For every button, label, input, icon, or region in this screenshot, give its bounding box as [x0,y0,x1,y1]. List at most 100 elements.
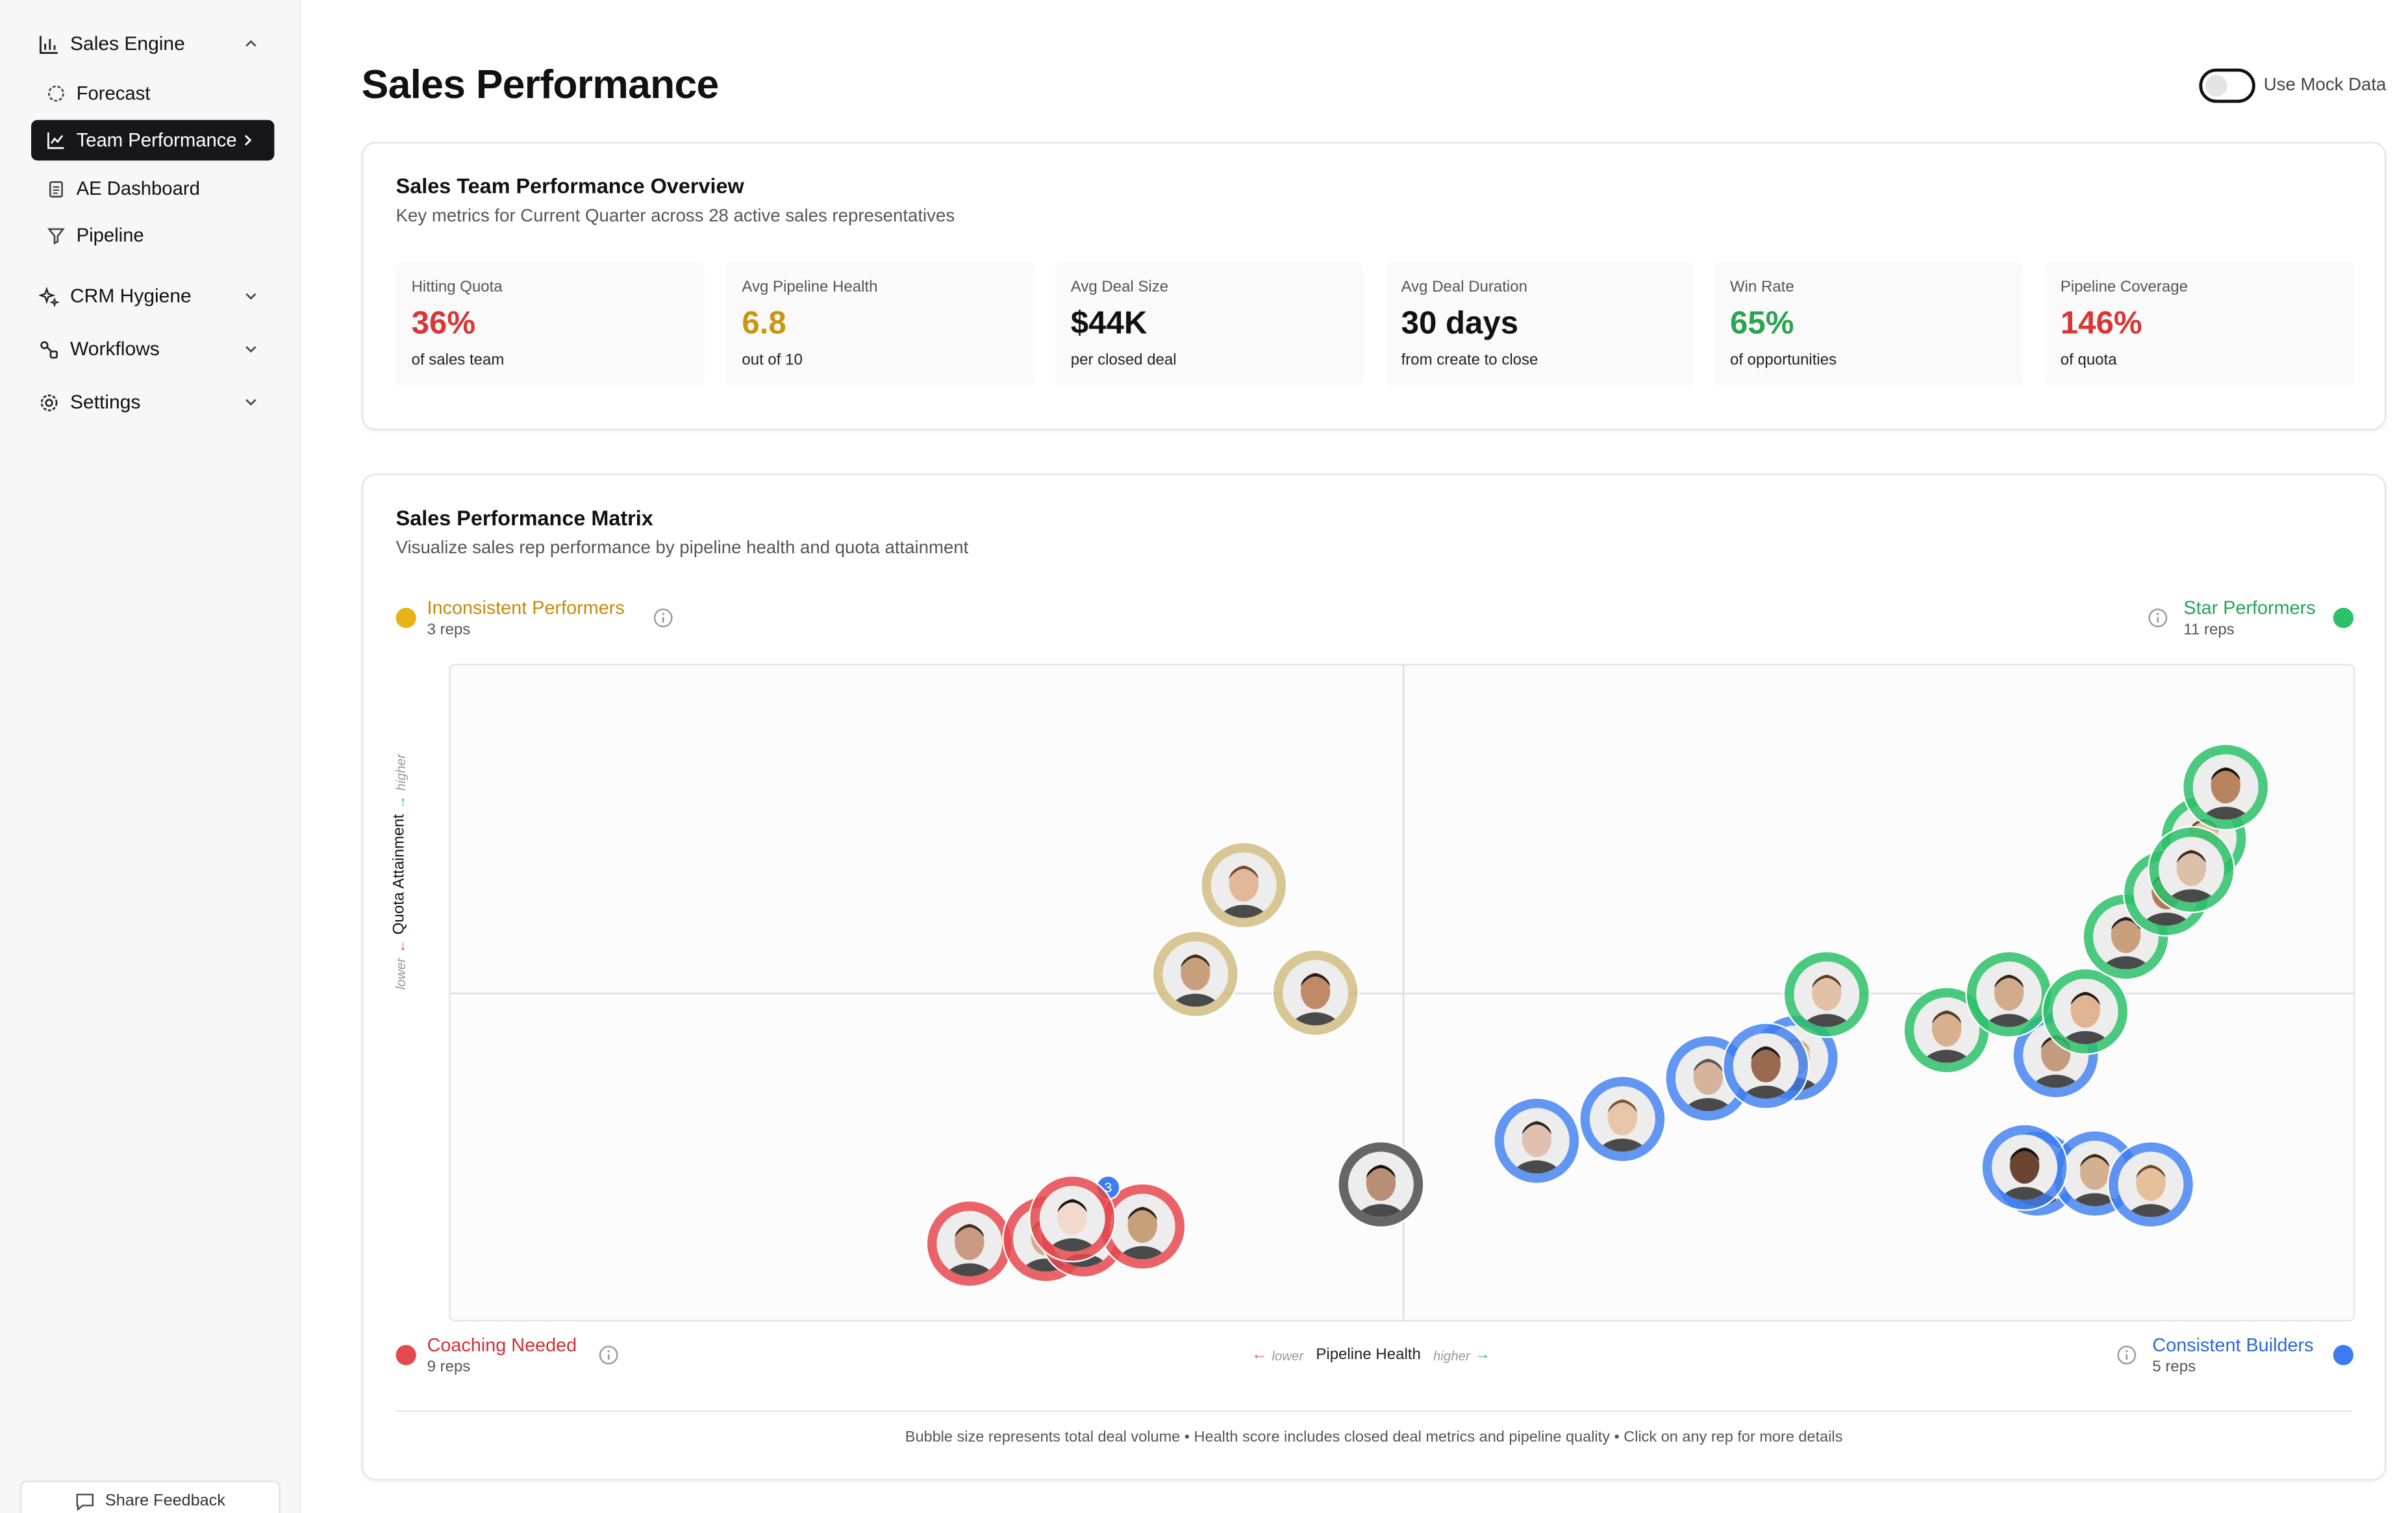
rep-bubble[interactable] [1153,932,1238,1017]
rep-bubble[interactable] [1201,844,1286,928]
rep-avatar [1162,942,1229,1008]
rep-avatar [2192,755,2258,821]
rep-avatar [1914,997,1980,1063]
quadrant-label-coaching[interactable]: Coaching Needed 9 reps [427,1334,577,1376]
divider [395,1410,2352,1412]
quadrant-count: 9 reps [427,1358,471,1377]
toggle-knob [2205,75,2228,97]
quadrant-name: Coaching Needed [427,1334,577,1356]
y-axis-lower: lower [392,958,408,990]
metric-card: Avg Deal Duration 30 days from create to c… [1385,262,1694,387]
rep-avatar [2053,979,2119,1044]
metric-label: Avg Deal Duration [1401,279,1527,297]
nav-group-sales-engine[interactable]: Sales Engine [31,27,268,61]
rep-bubble[interactable] [1029,1177,1114,1262]
page-title: Sales Performance [361,60,719,108]
rep-avatar [936,1211,1002,1277]
performance-matrix-plot: 3 [449,664,2355,1322]
sidebar-item-pipeline[interactable]: Pipeline [31,215,274,255]
rep-avatar [1977,961,2042,1027]
nav-group-workflows[interactable]: Workflows [31,332,268,366]
y-axis-title: Quota Attainment [391,814,408,935]
nav-group-settings[interactable]: Settings [31,385,268,419]
rep-avatar [2118,1152,2184,1218]
y-axis-higher: higher [392,754,408,791]
x-axis-label: ← lower Pipeline Health higher → [1251,1347,1490,1364]
star-dot [2333,608,2354,629]
arrow-right-icon: → [1474,1346,1490,1364]
info-icon[interactable] [653,608,673,628]
matrix-subtitle: Visualize sales rep performance by pipel… [395,539,969,558]
sidebar-item-team-performance[interactable]: Team Performance [31,119,275,161]
matrix-footnote: Bubble size represents total deal volume… [905,1429,1843,1447]
rep-avatar [1504,1107,1570,1173]
rep-avatar [2093,903,2159,969]
quadrant-name: Star Performers [2183,597,2316,619]
rep-bubble[interactable] [1785,952,1869,1037]
chevron-down-icon [243,288,258,304]
chevron-up-icon [243,36,258,51]
chevron-down-icon [243,342,258,357]
quadrant-label-inconsistent[interactable]: Inconsistent Performers 3 reps [427,597,625,639]
matrix-title: Sales Performance Matrix [395,506,653,531]
quadrant-count: 11 reps [2183,621,2235,640]
rep-bubble[interactable] [1338,1143,1423,1227]
info-icon[interactable] [599,1345,619,1365]
rep-bubble[interactable] [2083,894,2168,979]
rep-bubble[interactable] [2108,1143,2193,1227]
metric-card: Win Rate 65% of opportunities [1714,262,2024,387]
info-icon[interactable] [2116,1345,2137,1365]
rep-bubble[interactable] [1100,1183,1185,1268]
nav-group-label: CRM Hygiene [70,285,192,307]
rep-bubble[interactable] [1494,1098,1579,1182]
quadrant-label-consistent[interactable]: Consistent Builders 5 reps [2152,1334,2313,1376]
mock-data-toggle[interactable] [2200,68,2256,103]
nav-group-crm-hygiene[interactable]: CRM Hygiene [31,279,268,314]
rep-avatar [1283,960,1349,1026]
rep-bubble[interactable] [1724,1024,1808,1109]
x-axis-title: Pipeline Health [1316,1346,1421,1364]
rep-bubble[interactable] [1273,951,1358,1035]
x-axis-lower: lower [1272,1347,1304,1363]
rep-bubble[interactable] [2044,969,2128,1054]
consistent-dot [2333,1345,2354,1366]
overview-subtitle: Key metrics for Current Quarter across 2… [395,207,955,226]
workflow-icon [38,338,60,360]
sidebar-item-ae-dashboard[interactable]: AE Dashboard [31,168,274,208]
metric-note: per closed deal [1070,352,1177,369]
info-icon[interactable] [2148,608,2168,628]
share-feedback-button[interactable]: Share Feedback [20,1481,281,1513]
metric-note: from create to close [1401,352,1538,369]
rep-bubble[interactable] [1983,1125,2067,1210]
arrow-left-icon: ← [1251,1346,1268,1364]
sidebar-item-forecast[interactable]: Forecast [31,73,274,114]
chevron-right-icon [242,132,254,148]
nav-group-label: Workflows [70,338,160,360]
rep-bubble[interactable] [927,1202,1011,1286]
horizontal-divider [450,992,2354,995]
rep-avatar [1210,853,1277,919]
metric-value: 36% [411,305,476,342]
metric-value: 146% [2060,305,2142,342]
rep-bubble[interactable] [2183,745,2268,830]
overview-card: Sales Team Performance Overview Key metr… [361,142,2387,431]
rep-bubble[interactable] [2148,827,2233,912]
chart-icon [45,130,66,150]
mock-data-toggle-wrap: Use Mock Data [2200,68,2387,103]
metric-note: out of 10 [742,352,803,369]
y-axis-label: lower ← Quota Attainment → higher [391,754,408,990]
rep-bubble[interactable] [1580,1076,1665,1161]
sidebar-item-label: Forecast [76,82,151,105]
sidebar: Sales Engine Forecast Team Performance A… [0,0,301,1513]
metric-label: Avg Pipeline Health [742,279,878,297]
filter-icon [45,225,66,245]
quadrant-label-star[interactable]: Star Performers 11 reps [2183,597,2315,639]
rep-bubble[interactable] [1967,952,2052,1037]
metric-card: Hitting Quota 36% of sales team [395,262,705,387]
mock-data-label: Use Mock Data [2263,76,2387,95]
metric-label: Hitting Quota [411,279,503,297]
rep-avatar [1590,1086,1656,1152]
overview-title: Sales Team Performance Overview [395,174,744,198]
metric-value: $44K [1070,305,1148,342]
rep-avatar [1109,1193,1175,1259]
